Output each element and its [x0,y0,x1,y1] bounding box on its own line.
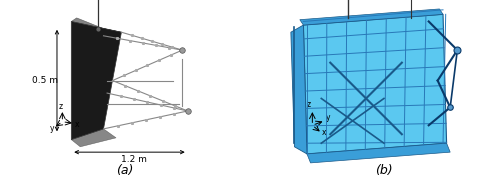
Text: (a): (a) [116,164,134,177]
Polygon shape [72,18,122,32]
Polygon shape [72,21,122,140]
Text: x: x [74,120,79,129]
Text: x: x [322,128,326,137]
Text: 1.2 m: 1.2 m [121,155,147,164]
Text: z: z [58,102,62,111]
Text: (b): (b) [375,164,393,177]
Polygon shape [291,25,307,154]
Polygon shape [300,9,443,25]
Polygon shape [307,143,450,163]
Text: y: y [50,124,54,133]
Polygon shape [304,14,446,154]
Text: y: y [326,113,330,122]
Text: 0.5 m: 0.5 m [32,76,58,85]
Polygon shape [72,129,116,147]
Text: z: z [306,100,311,108]
